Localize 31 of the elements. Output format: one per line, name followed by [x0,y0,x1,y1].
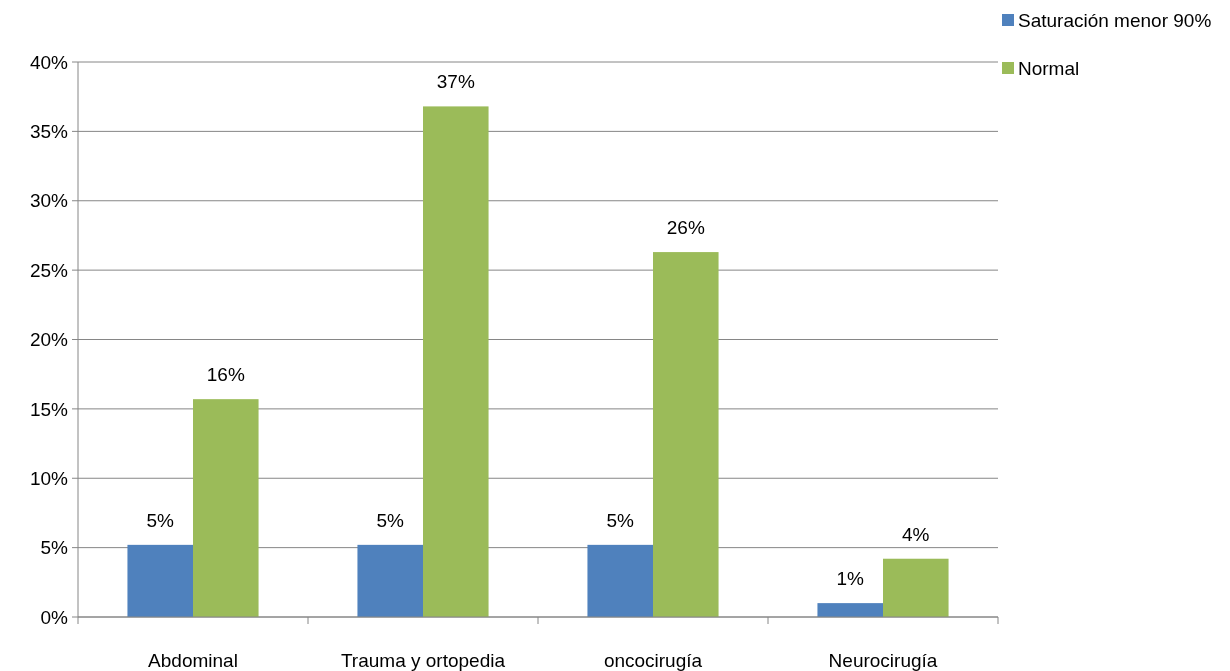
bar [193,399,259,617]
bar [587,544,653,617]
x-tick-label: Trauma y ortopedia [340,650,506,671]
data-label: 1% [836,568,865,590]
bar [883,558,949,617]
data-label: 16% [206,364,245,386]
y-tick-label: 20% [29,329,69,351]
bar [127,544,193,617]
x-tick-label: Abdominal [148,650,238,671]
legend-label: Normal [1018,57,1080,79]
data-label: 5% [606,509,635,531]
data-label: 26% [666,217,705,239]
bar [817,603,883,617]
bar [653,252,719,617]
y-tick-label: 10% [29,467,69,489]
bar [357,544,423,617]
y-tick-label: 15% [29,398,69,420]
bar [423,106,489,617]
y-tick-label: 30% [29,190,69,212]
legend-label: Saturación menor 90% [1018,9,1212,31]
y-tick-label: 35% [29,121,69,143]
x-tick-label: oncocirugía [603,650,703,671]
y-tick-label: 5% [40,537,69,559]
y-tick-label: 0% [40,606,69,628]
data-label: 4% [902,523,930,545]
y-tick-label: 25% [29,259,69,281]
y-tick-label: 40% [29,51,69,73]
data-label: 5% [146,509,175,531]
x-tick-label: Neurocirugía [828,650,938,671]
data-label: 5% [376,509,405,531]
data-label: 37% [436,71,475,93]
